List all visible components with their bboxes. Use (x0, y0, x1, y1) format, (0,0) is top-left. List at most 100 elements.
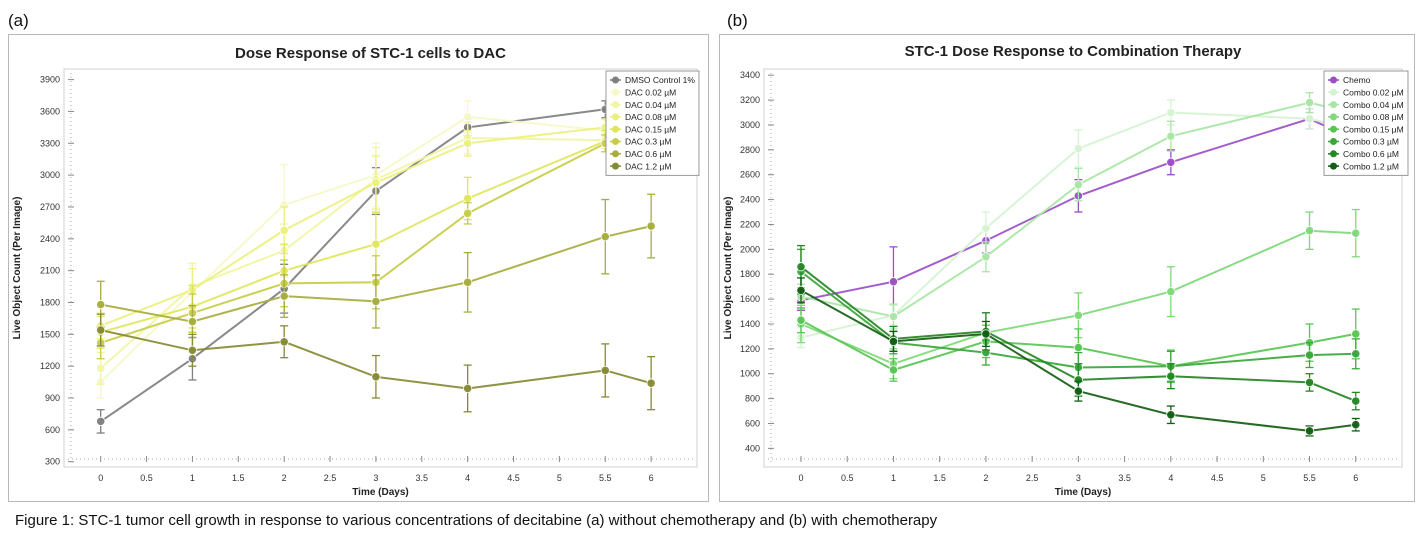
data-point (1166, 410, 1176, 420)
legend-swatch-marker (612, 76, 619, 84)
legend-item: Combo 0.02 µM (1328, 88, 1404, 98)
plot-area (63, 68, 698, 468)
x-tick-label: 1.5 (232, 473, 245, 483)
legend-label: DAC 1.2 µM (625, 161, 671, 171)
legend-label: Combo 0.3 µM (1343, 137, 1399, 147)
legend-swatch-marker (612, 138, 619, 145)
data-point (1304, 350, 1315, 360)
data-point (888, 336, 899, 346)
legend-swatch-marker (612, 150, 619, 158)
legend-swatch-marker (612, 113, 619, 121)
data-point (796, 285, 806, 295)
data-point (600, 232, 610, 242)
x-tick-label: 2 (983, 473, 988, 483)
data-point (1304, 114, 1315, 124)
series-7 (96, 193, 656, 339)
legend-label: Chemo (1343, 75, 1371, 85)
data-point (279, 225, 289, 235)
chart-title: STC-1 Dose Response to Combination Thera… (905, 43, 1242, 60)
legend-item: Combo 0.08 µM (1328, 112, 1404, 122)
data-point (1304, 377, 1315, 388)
legend-label: Combo 0.02 µM (1343, 88, 1404, 98)
y-tick-label: 3000 (740, 120, 760, 130)
y-tick-label: 3900 (40, 75, 60, 85)
chart-a-svg: Dose Response of STC-1 cells to DAC 0 0.5 1… (12, 45, 700, 498)
x-tick-label: 0 (98, 473, 103, 483)
data-point (796, 315, 806, 325)
legend-swatch-marker (612, 162, 619, 170)
legend-label: Combo 0.15 µM (1343, 124, 1404, 134)
y-tick-label: 2600 (740, 170, 760, 180)
legend-swatch-marker (1330, 150, 1337, 158)
legend-item: DAC 0.3 µM (610, 137, 671, 147)
data-point (1073, 386, 1083, 396)
data-point (1166, 157, 1176, 167)
legend-item: DAC 0.04 µM (610, 100, 676, 110)
data-point (463, 208, 473, 218)
legend-label: Combo 0.08 µM (1343, 112, 1404, 122)
legend: Chemo Combo 0.02 µM Combo 0.04 µM Combo 0.0… (1323, 70, 1409, 176)
x-tick-label: 4 (465, 473, 470, 483)
y-tick-label: 3200 (740, 95, 760, 105)
legend-label: Combo 1.2 µM (1343, 161, 1399, 171)
plot-area (763, 68, 1403, 468)
y-tick-label: 3000 (40, 170, 60, 180)
data-point (1073, 144, 1083, 154)
data-point (371, 372, 381, 382)
data-point (187, 345, 198, 355)
y-tick-label: 2400 (40, 234, 60, 244)
data-point (981, 252, 991, 262)
data-point (96, 416, 106, 426)
data-point (371, 296, 381, 307)
x-tick-label: 4.5 (507, 473, 520, 483)
data-point (1304, 97, 1315, 108)
data-point (600, 365, 610, 376)
legend-label: DAC 0.08 µM (625, 112, 676, 122)
x-tick-label: 0.5 (140, 473, 153, 483)
y-tick-label: 300 (45, 457, 60, 467)
y-tick-label: 1600 (740, 294, 760, 304)
legend-swatch-marker (1330, 162, 1337, 170)
legend-item: Combo 0.15 µM (1328, 124, 1404, 134)
y-tick-label: 3600 (40, 106, 60, 116)
legend-swatch-marker (612, 88, 619, 96)
chart-panel-b: STC-1 Dose Response to Combination Thera… (719, 34, 1415, 502)
data-point (1304, 226, 1315, 236)
x-tick-label: 6 (1353, 473, 1358, 483)
data-point (888, 365, 899, 375)
legend-item: DAC 0.6 µM (610, 149, 671, 159)
data-point (1351, 228, 1361, 238)
y-tick-label: 2200 (740, 219, 760, 229)
x-tick-label: 2.5 (1026, 473, 1039, 483)
legend-label: DAC 0.6 µM (625, 149, 671, 159)
x-tick-label: 3 (1076, 473, 1081, 483)
x-tick-label: 5 (557, 473, 562, 483)
data-point (1073, 342, 1083, 353)
data-point (1166, 107, 1176, 118)
data-point (1166, 287, 1176, 297)
y-tick-label: 3300 (40, 138, 60, 148)
data-point (1073, 180, 1083, 190)
data-point (1351, 329, 1361, 339)
y-tick-label: 2700 (40, 202, 60, 212)
y-tick-label: 2100 (40, 266, 60, 276)
legend-label: DAC 0.3 µM (625, 137, 671, 147)
data-point (279, 337, 289, 347)
y-tick-label: 1400 (740, 319, 760, 329)
legend-item: DMSO Control 1% (610, 75, 695, 85)
legend-swatch-marker (1330, 125, 1337, 133)
y-axis-label: Live Object Count (Per Image) (12, 197, 23, 340)
chart-title: Dose Response of STC-1 cells to DAC (235, 45, 506, 62)
legend-label: DMSO Control 1% (625, 75, 695, 85)
legend: DMSO Control 1% DAC 0.02 µM DAC 0.04 µM DAC… (605, 70, 700, 176)
y-tick-label: 1200 (740, 344, 760, 354)
x-tick-label: 1 (190, 473, 195, 483)
data-point (981, 223, 991, 233)
y-tick-label: 2400 (740, 195, 760, 205)
data-point (1351, 420, 1361, 430)
x-tick-label: 5.5 (1303, 473, 1316, 483)
x-tick-label: 5.5 (599, 473, 612, 483)
legend-item: Combo 0.3 µM (1328, 137, 1399, 147)
y-tick-label: 400 (745, 443, 760, 453)
legend-item: DAC 1.2 µM (610, 161, 671, 171)
